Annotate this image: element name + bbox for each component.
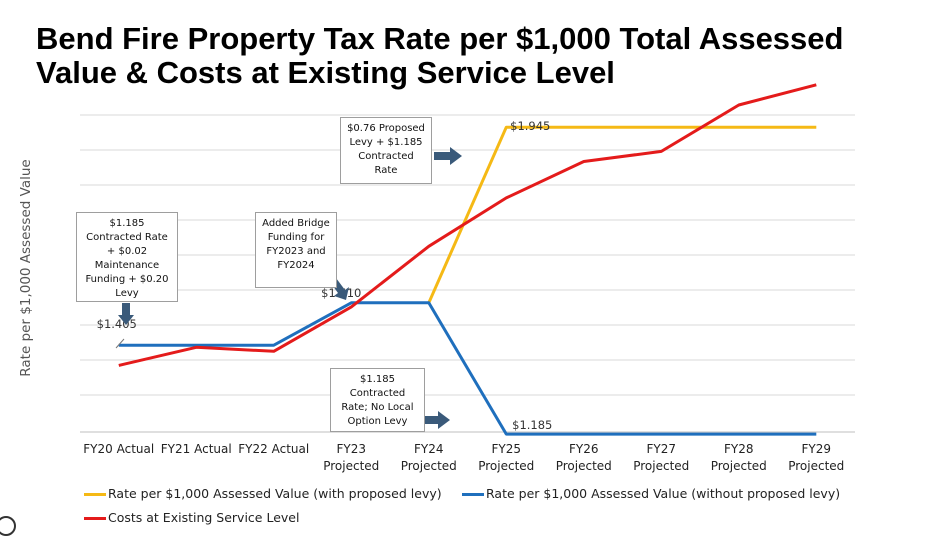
x-tick-label: FY29 Projected: [788, 442, 844, 473]
legend-item-with-levy: Rate per $1,000 Assessed Value (with pro…: [84, 486, 442, 501]
series-line-0: [427, 125, 817, 304]
x-tick-label: FY23 Projected: [323, 442, 379, 473]
legend-label: Rate per $1,000 Assessed Value (without …: [486, 486, 841, 501]
leader-line: [115, 338, 125, 349]
x-tick-label: FY27 Projected: [633, 442, 689, 473]
callout-bridge-funding: Added Bridge Funding for FY2023 and FY20…: [255, 212, 337, 288]
x-tick-label: FY20 Actual: [83, 442, 154, 456]
y-axis-label: Rate per $1,000 Assessed Value: [18, 159, 34, 376]
callout-no-levy: $1.185 Contracted Rate; No Local Option …: [330, 368, 425, 432]
legend-swatch-red: [84, 517, 106, 520]
data-label: $1.405: [97, 317, 137, 331]
series-line-1: [118, 301, 817, 436]
legend-item-costs: Costs at Existing Service Level: [84, 510, 299, 525]
arrow-to-1945: [434, 147, 462, 165]
callout-proposed-levy: $0.76 Proposed Levy + $1.185 Contracted …: [340, 117, 432, 184]
series-line-2: [118, 83, 817, 367]
x-tick-label: FY25 Projected: [478, 442, 534, 473]
x-tick-label: FY21 Actual: [161, 442, 232, 456]
x-tick-label: FY24 Projected: [401, 442, 457, 473]
arrow-to-1405: [118, 303, 134, 325]
legend-swatch-yellow: [84, 493, 106, 496]
arrow-to-1185: [412, 411, 450, 429]
legend-label: Costs at Existing Service Level: [108, 510, 300, 525]
legend-label: Rate per $1,000 Assessed Value (with pro…: [108, 486, 442, 501]
chart-title: Bend Fire Property Tax Rate per $1,000 T…: [36, 21, 844, 90]
corner-circle-decoration: [0, 516, 16, 536]
x-tick-label: FY28 Projected: [711, 442, 767, 473]
legend-swatch-blue: [462, 493, 484, 496]
callout-fy20: $1.185 Contracted Rate + $0.02 Maintenan…: [76, 212, 178, 302]
data-label: $1.185: [512, 418, 552, 432]
x-tick-label: FY26 Projected: [556, 442, 612, 473]
x-tick-label: FY22 Actual: [238, 442, 309, 456]
data-label: $1.945: [510, 119, 550, 133]
legend-item-without-levy: Rate per $1,000 Assessed Value (without …: [462, 486, 840, 501]
